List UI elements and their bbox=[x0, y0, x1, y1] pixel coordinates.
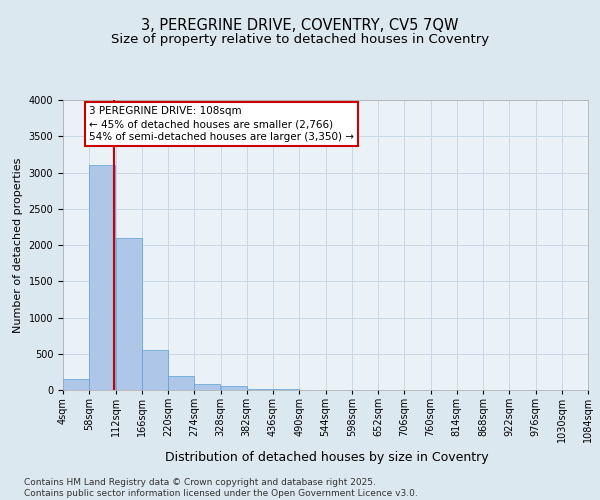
Text: Contains HM Land Registry data © Crown copyright and database right 2025.
Contai: Contains HM Land Registry data © Crown c… bbox=[24, 478, 418, 498]
Bar bbox=[194, 384, 220, 390]
Text: Size of property relative to detached houses in Coventry: Size of property relative to detached ho… bbox=[111, 32, 489, 46]
Bar bbox=[247, 388, 273, 390]
Y-axis label: Number of detached properties: Number of detached properties bbox=[13, 158, 23, 332]
Bar bbox=[142, 350, 168, 390]
Text: Distribution of detached houses by size in Coventry: Distribution of detached houses by size … bbox=[165, 451, 489, 464]
Bar bbox=[116, 238, 142, 390]
Bar bbox=[89, 166, 115, 390]
Bar bbox=[221, 386, 247, 390]
Text: 3 PEREGRINE DRIVE: 108sqm
← 45% of detached houses are smaller (2,766)
54% of se: 3 PEREGRINE DRIVE: 108sqm ← 45% of detac… bbox=[89, 106, 354, 142]
Bar bbox=[63, 379, 89, 390]
Text: 3, PEREGRINE DRIVE, COVENTRY, CV5 7QW: 3, PEREGRINE DRIVE, COVENTRY, CV5 7QW bbox=[141, 18, 459, 32]
Bar bbox=[168, 376, 194, 390]
